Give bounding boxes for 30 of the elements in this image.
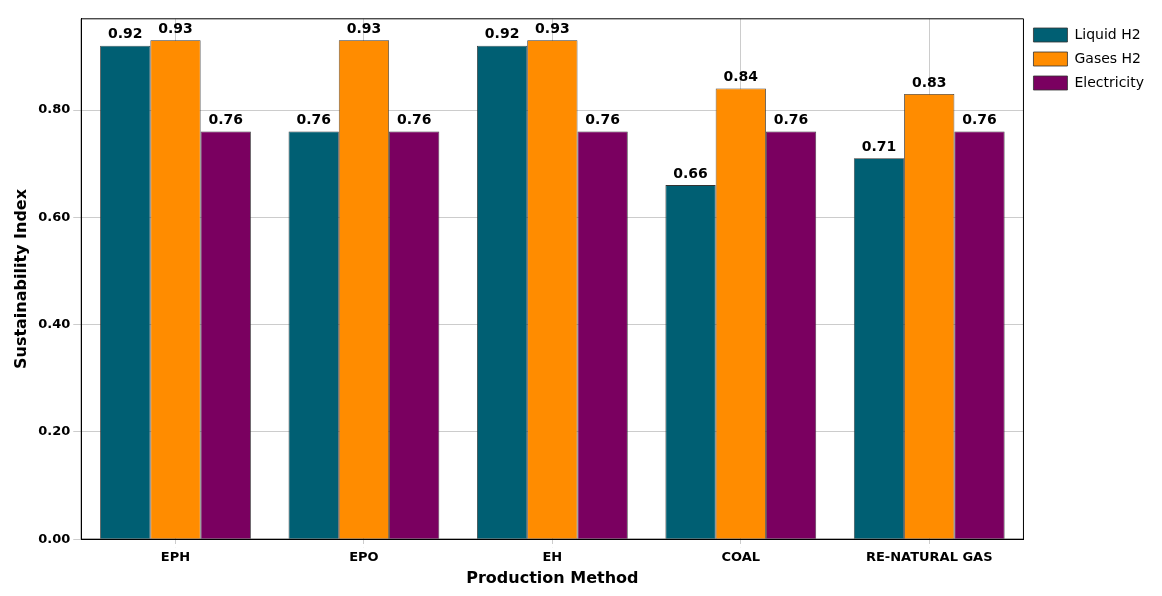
y-tick-label: 0.40 (38, 315, 71, 331)
legend-label: Gases H2 (1074, 49, 1141, 66)
x-tick-label: EH (542, 549, 563, 565)
y-tick-label: 0.60 (38, 208, 71, 224)
data-label: 0.76 (396, 111, 432, 128)
y-tick-label: 0.80 (38, 101, 71, 117)
data-label: 0.92 (107, 25, 143, 42)
y-tick-label: 0.00 (38, 530, 71, 546)
x-tick-label: COAL (721, 549, 761, 565)
data-label: 0.71 (861, 137, 897, 154)
y-axis-title: Sustainability Index (10, 188, 30, 370)
x-tick-label: EPH (160, 549, 191, 565)
data-label: 0.83 (911, 73, 947, 90)
x-axis-title: Production Method (466, 567, 639, 587)
data-label: 0.93 (158, 19, 193, 36)
data-label: 0.76 (962, 111, 997, 128)
data-label: 0.76 (296, 111, 331, 128)
data-label: 0.84 (723, 68, 759, 85)
x-tick-label: RE-NATURAL GAS (865, 549, 993, 565)
data-label: 0.93 (346, 19, 382, 36)
data-label: 0.66 (673, 164, 708, 181)
legend-label: Liquid H2 (1074, 25, 1141, 42)
data-label: 0.76 (773, 111, 809, 128)
data-label: 0.76 (585, 111, 620, 128)
data-label: 0.76 (208, 111, 244, 128)
y-tick-label: 0.20 (38, 423, 71, 439)
legend-label: Electricity (1074, 73, 1144, 90)
data-label: 0.92 (484, 25, 520, 42)
data-label: 0.93 (535, 19, 570, 36)
x-tick-label: EPO (349, 549, 379, 565)
